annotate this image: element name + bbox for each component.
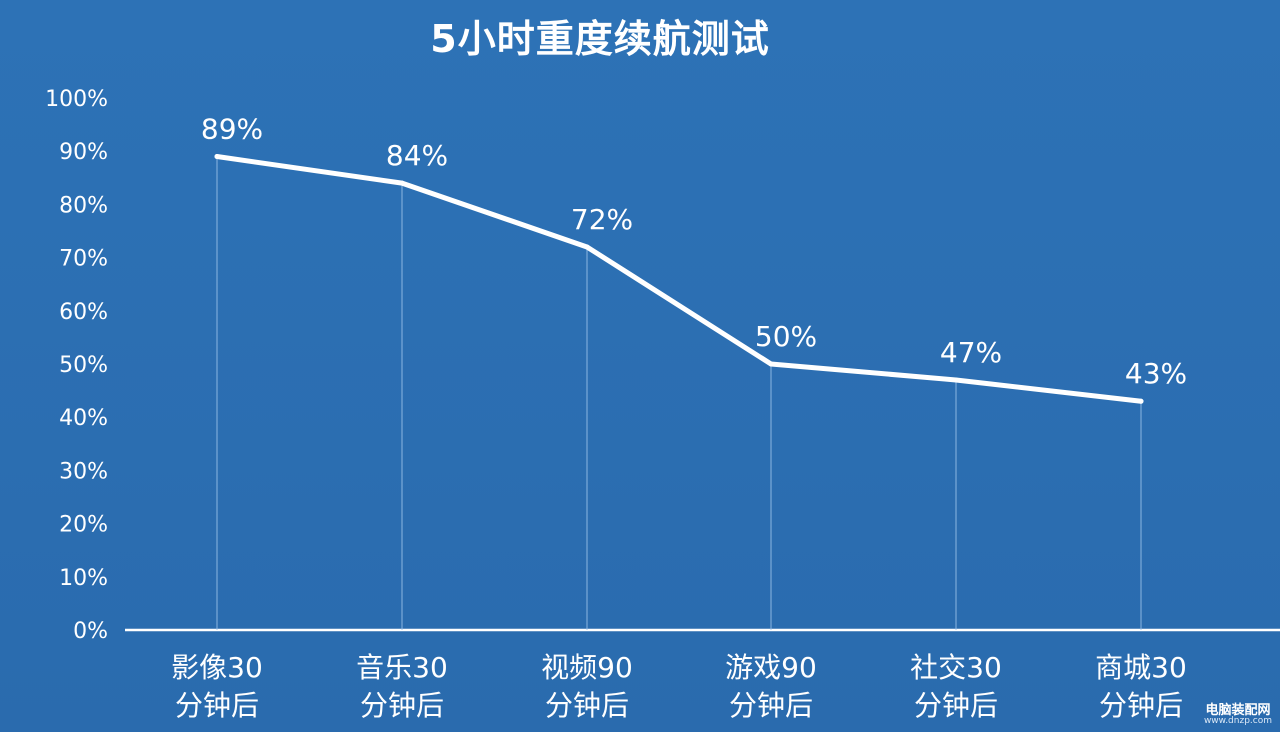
x-tick-label: 商城30 [1095, 651, 1187, 684]
y-tick-label: 40% [59, 406, 108, 431]
x-tick-label: 分钟后 [175, 689, 259, 722]
y-tick-label: 70% [59, 247, 108, 272]
data-label: 50% [755, 320, 817, 353]
data-label: 43% [1125, 357, 1187, 390]
data-point [214, 154, 220, 160]
series-line [214, 154, 1144, 404]
y-tick-label: 10% [59, 566, 108, 591]
x-tick-label: 分钟后 [1099, 689, 1183, 722]
data-point [953, 377, 959, 383]
x-tick-label: 游戏90 [725, 651, 817, 684]
data-point [1138, 398, 1144, 404]
x-tick-label: 视频90 [541, 651, 633, 684]
y-tick-label: 30% [59, 459, 108, 484]
data-point [768, 361, 774, 367]
data-label: 47% [940, 336, 1002, 369]
x-tick-label: 分钟后 [914, 689, 998, 722]
x-tick-label: 分钟后 [545, 689, 629, 722]
y-tick-label: 100% [45, 87, 108, 112]
y-tick-label: 0% [73, 619, 108, 644]
y-tick-label: 60% [59, 300, 108, 325]
data-point [399, 180, 405, 186]
x-tick-label: 分钟后 [729, 689, 813, 722]
x-tick-label: 音乐30 [356, 651, 448, 684]
y-tick-label: 20% [59, 513, 108, 538]
chart-title: 5小时重度续航测试 [430, 17, 770, 61]
data-label: 89% [201, 113, 263, 146]
data-label: 72% [571, 203, 633, 236]
x-tick-label: 社交30 [910, 651, 1002, 684]
watermark-logo: 电脑装配网 www.dnzp.com [1204, 704, 1272, 726]
watermark-url: www.dnzp.com [1203, 716, 1272, 726]
watermark-text: 电脑装配网 [1205, 703, 1271, 718]
data-point [584, 244, 590, 250]
x-tick-label: 影像30 [171, 651, 263, 684]
y-tick-label: 80% [59, 193, 108, 218]
data-label: 84% [386, 139, 448, 172]
y-tick-label: 50% [59, 353, 108, 378]
x-tick-label: 分钟后 [360, 689, 444, 722]
y-tick-label: 90% [59, 140, 108, 165]
